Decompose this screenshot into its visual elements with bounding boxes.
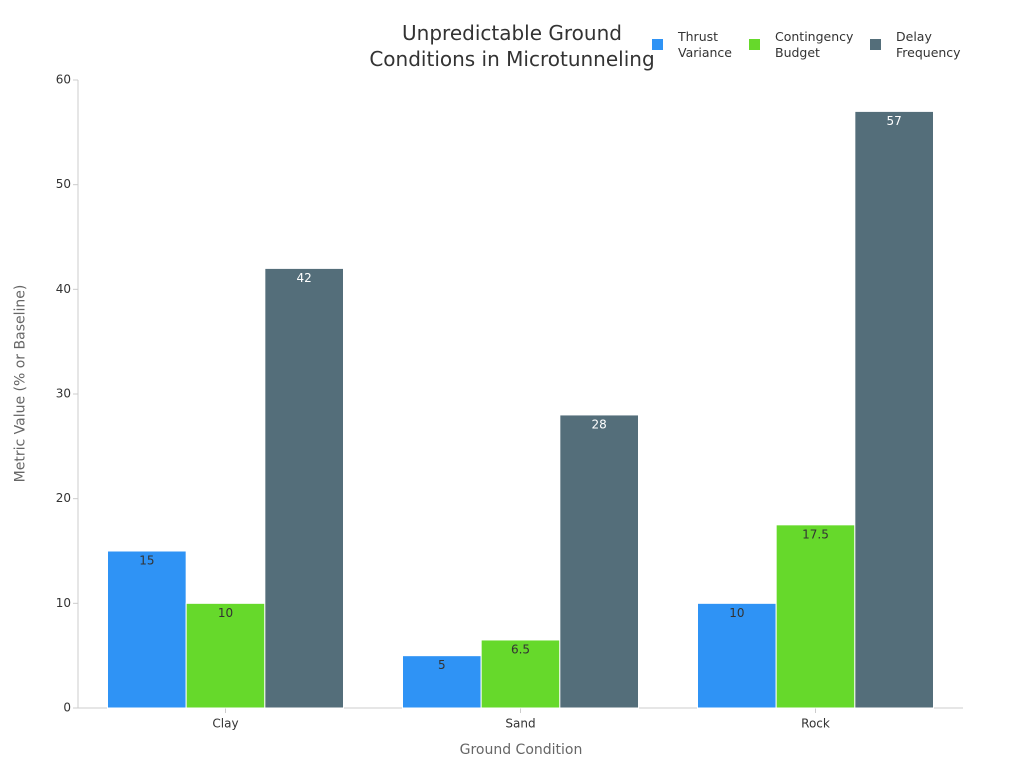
chart-title: Unpredictable Ground Conditions in Micro… [369, 21, 655, 71]
y-tick-label: 60 [56, 73, 71, 87]
legend-label: Contingency Budget [775, 29, 854, 60]
bar [107, 550, 187, 709]
x-axis-label: Ground Condition [459, 742, 583, 758]
legend-label: Thrust Variance [678, 29, 732, 60]
y-tick-label: 40 [56, 282, 71, 296]
value-label: 42 [297, 271, 312, 285]
x-tick-label: Sand [505, 717, 535, 731]
value-label: 5 [438, 658, 446, 672]
value-label: 10 [729, 606, 744, 620]
bar [854, 110, 934, 709]
legend-swatch [652, 39, 663, 50]
bar [559, 414, 639, 709]
value-label: 6.5 [511, 642, 530, 656]
value-label: 57 [887, 114, 902, 128]
legend-label: Delay Frequency [896, 29, 961, 60]
legend-swatch [870, 39, 881, 50]
legend-swatch [749, 39, 760, 50]
y-axis-label: Metric Value (% or Baseline) [12, 284, 29, 483]
bar [480, 639, 561, 709]
y-tick-label: 0 [63, 701, 71, 715]
bar [402, 655, 482, 709]
value-label: 17.5 [802, 527, 829, 541]
y-tick-label: 50 [56, 177, 71, 191]
y-tick-label: 10 [56, 596, 71, 610]
bar [264, 267, 345, 709]
y-tick-label: 30 [56, 387, 71, 401]
y-tick-label: 20 [56, 491, 71, 505]
value-label: 15 [139, 554, 154, 568]
bar [775, 524, 856, 709]
value-label: 10 [218, 606, 233, 620]
bar [697, 602, 777, 709]
x-tick-label: Rock [801, 717, 830, 731]
value-label: 28 [592, 417, 607, 431]
x-tick-label: Clay [212, 717, 238, 731]
